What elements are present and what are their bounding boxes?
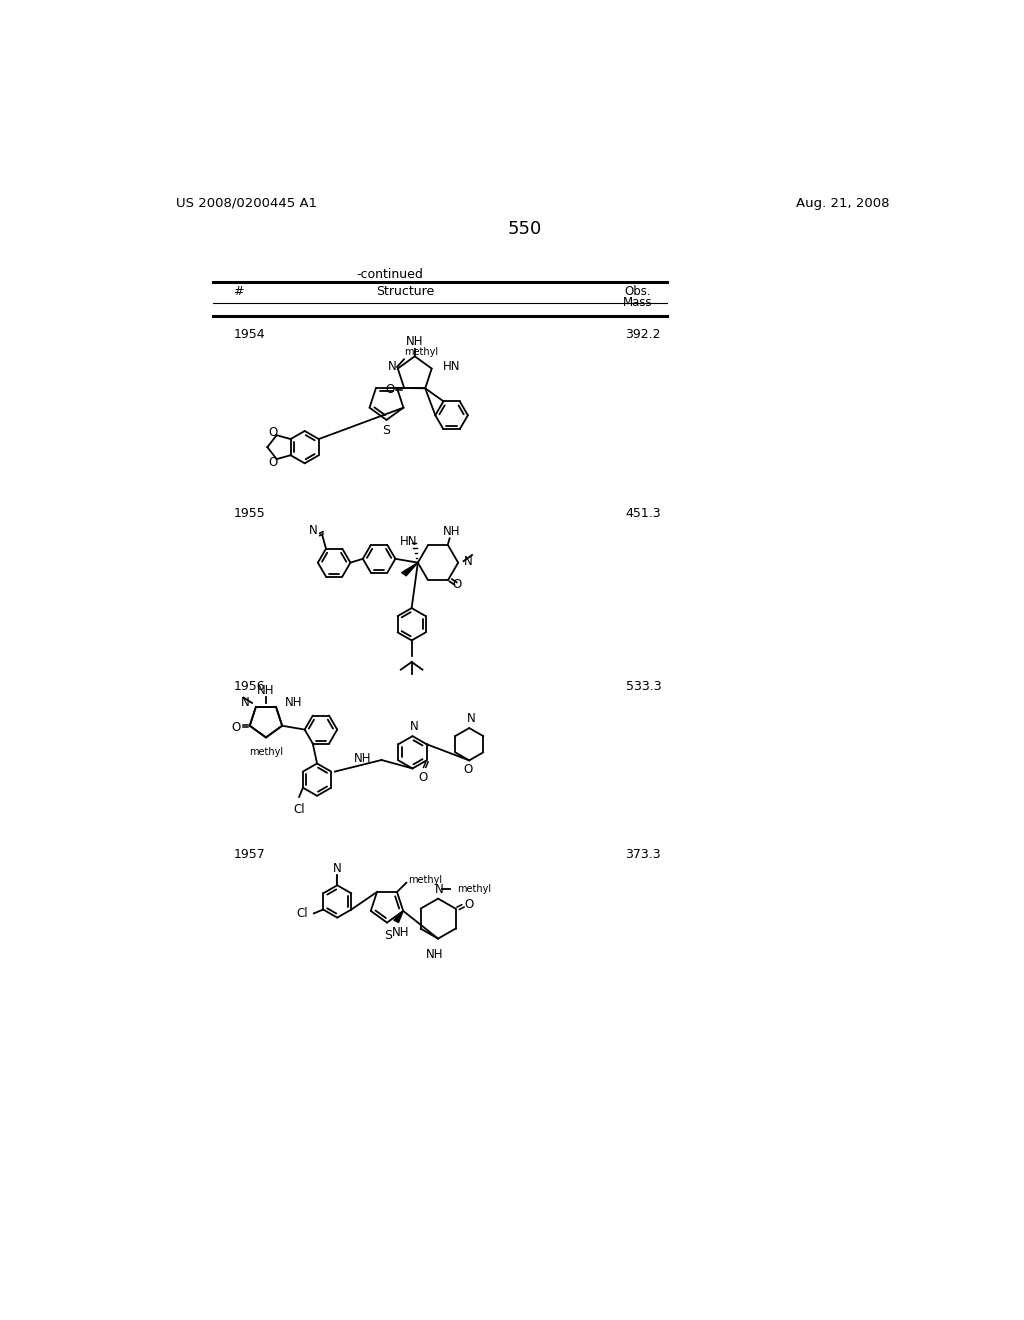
Text: N: N: [435, 883, 444, 896]
Text: NH: NH: [406, 335, 424, 348]
Text: NH: NH: [392, 925, 410, 939]
Text: Mass: Mass: [624, 296, 652, 309]
Text: NH: NH: [286, 697, 303, 709]
Text: #: #: [233, 285, 244, 298]
Polygon shape: [394, 911, 403, 923]
Text: NH: NH: [443, 525, 461, 539]
Text: O: O: [418, 771, 427, 784]
Text: N: N: [410, 721, 419, 734]
Text: Aug. 21, 2008: Aug. 21, 2008: [796, 197, 890, 210]
Text: S: S: [383, 424, 390, 437]
Text: NH: NH: [425, 948, 443, 961]
Text: HN: HN: [399, 535, 417, 548]
Text: NH: NH: [353, 751, 371, 764]
Text: methyl: methyl: [249, 747, 283, 756]
Text: Obs.: Obs.: [625, 285, 651, 298]
Text: -continued: -continued: [356, 268, 423, 281]
Text: N: N: [309, 524, 317, 537]
Text: methyl: methyl: [408, 875, 442, 884]
Text: US 2008/0200445 A1: US 2008/0200445 A1: [176, 197, 317, 210]
Text: O: O: [268, 455, 278, 469]
Text: O: O: [465, 898, 474, 911]
Text: 451.3: 451.3: [626, 507, 662, 520]
Text: O: O: [453, 578, 462, 591]
Text: 373.3: 373.3: [626, 847, 662, 861]
Text: O: O: [268, 425, 278, 438]
Text: N: N: [241, 697, 250, 709]
Text: 533.3: 533.3: [626, 681, 662, 693]
Text: Structure: Structure: [377, 285, 434, 298]
Text: methyl: methyl: [404, 347, 438, 356]
Text: 1955: 1955: [233, 507, 265, 520]
Text: O: O: [231, 721, 241, 734]
Text: Cl: Cl: [296, 907, 307, 920]
Text: O: O: [386, 383, 395, 396]
Text: 550: 550: [508, 220, 542, 238]
Polygon shape: [401, 562, 418, 576]
Text: 392.2: 392.2: [626, 327, 662, 341]
Text: Cl: Cl: [293, 803, 305, 816]
Text: N: N: [333, 862, 342, 875]
Text: O: O: [463, 763, 472, 776]
Text: N: N: [464, 554, 473, 568]
Text: N: N: [387, 360, 396, 374]
Text: 1954: 1954: [233, 327, 265, 341]
Text: HN: HN: [443, 360, 461, 374]
Text: S: S: [385, 929, 392, 941]
Text: methyl: methyl: [458, 884, 492, 895]
Text: NH: NH: [257, 684, 274, 697]
Text: 1957: 1957: [233, 847, 265, 861]
Text: N: N: [466, 713, 475, 725]
Text: 1956: 1956: [233, 681, 265, 693]
